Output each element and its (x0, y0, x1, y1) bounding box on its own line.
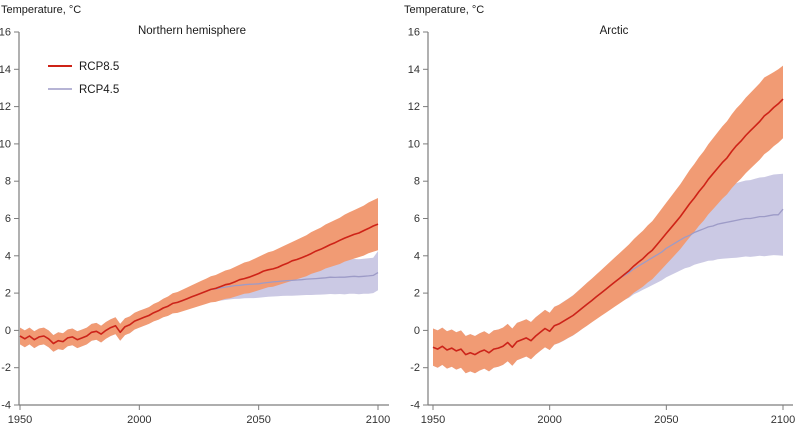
y-tick-label: -2 (410, 362, 420, 374)
y-tick-label: 4 (5, 250, 11, 262)
y-tick-label: -4 (1, 400, 11, 412)
y-tick-label: 6 (414, 213, 420, 225)
y-tick-label: 12 (408, 101, 420, 113)
legend-label-rcp85: RCP8.5 (79, 61, 119, 73)
x-tick-label: 1950 (8, 414, 32, 426)
y-tick-label: 2 (414, 288, 420, 300)
x-tick-label: 2050 (654, 414, 678, 426)
y-tick-label: 6 (5, 213, 11, 225)
x-tick-label: 2000 (127, 414, 151, 426)
y-tick-label: 16 (408, 27, 420, 39)
x-tick-label: 2100 (366, 414, 390, 426)
y-tick-label: 14 (408, 64, 420, 76)
x-tick-label: 1950 (421, 414, 445, 426)
chart-title: Northern hemisphere (138, 25, 246, 37)
rcp85-mean-line (19, 223, 379, 345)
legend-label-rcp45: RCP4.5 (79, 84, 119, 96)
rcp85-mean-line (432, 98, 784, 356)
y-tick-label: 14 (0, 64, 11, 76)
y-tick-label: 10 (0, 138, 11, 150)
y-tick-label: 8 (5, 176, 11, 188)
northern-hemisphere-chart-panel: 16 14 12 10 8 6 4 2 0 -2 -4 1950 2000 2050 2100 Tempera… (0, 4, 390, 426)
y-tick-label: 12 (0, 101, 11, 113)
rcp85-uncertainty-band (433, 65, 783, 374)
y-axis-title: Temperature, °C (1, 4, 81, 16)
x-tick-label: 2050 (246, 414, 270, 426)
y-tick-label: 16 (0, 27, 11, 39)
y-tick-label: 10 (408, 138, 420, 150)
northern-hemisphere-chart-svg: 16 14 12 10 8 6 4 2 0 -2 -4 1950 2000 2050 2100 Tempera… (0, 4, 390, 426)
y-tick-label: 0 (5, 325, 11, 337)
chart-title: Arctic (600, 25, 629, 37)
y-tick-label: -4 (410, 400, 420, 412)
y-tick-label: -2 (1, 362, 11, 374)
y-tick-label: 4 (414, 250, 420, 262)
y-tick-label: 2 (5, 288, 11, 300)
y-tick-label: 8 (414, 176, 420, 188)
x-tick-label: 2100 (771, 414, 795, 426)
x-tick-label: 2000 (537, 414, 561, 426)
rcp85-uncertainty-band (20, 198, 378, 352)
y-tick-label: 0 (414, 325, 420, 337)
arctic-chart-panel: 16 14 12 10 8 6 4 2 0 -2 -4 1950 2000 2050 2100 Tempera… (400, 0, 800, 442)
y-axis-title: Temperature, °C (404, 4, 484, 16)
